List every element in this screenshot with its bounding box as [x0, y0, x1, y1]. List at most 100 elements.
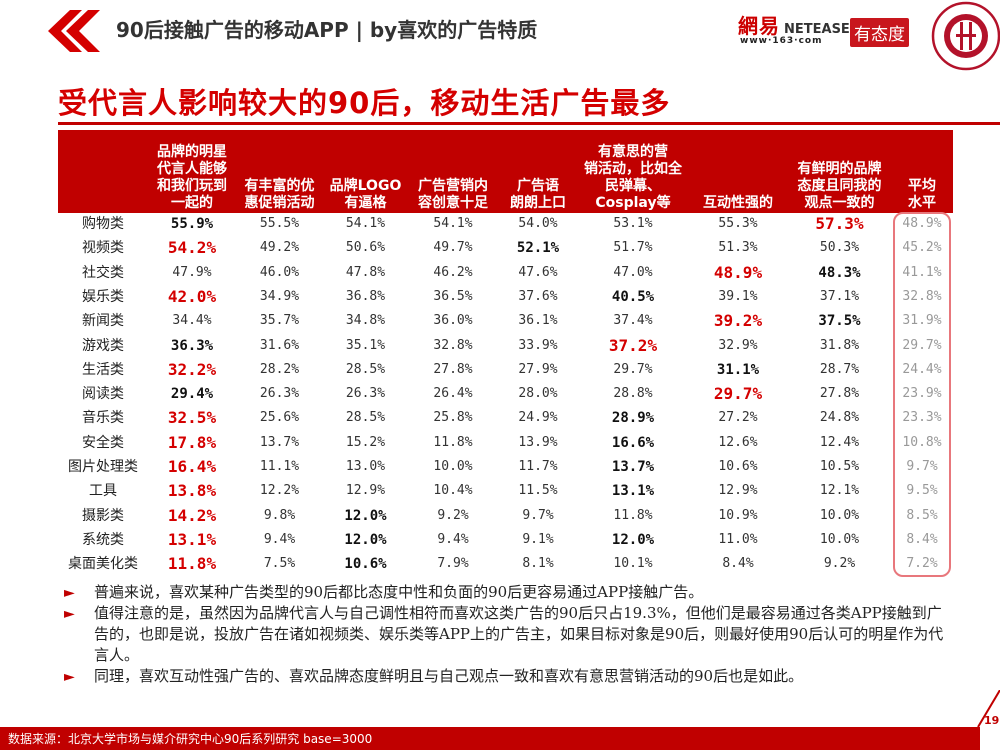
value-cell: 9.8% — [263, 507, 296, 523]
value-cell: 52.1% — [516, 240, 560, 257]
value-cell: 54.0% — [518, 216, 558, 231]
table-row: 音乐类 32.5% 25.6% 28.5% 25.8% 24.9% 28.9% 27.2% 24… — [58, 406, 953, 430]
bullet-arrow-icon: ► — [64, 585, 75, 601]
value-cell: 13.0% — [345, 459, 386, 474]
average-cell: 23.9% — [902, 386, 942, 402]
value-cell: 10.9% — [718, 507, 758, 523]
average-cell: 7.2% — [906, 556, 938, 572]
value-cell: 39.1% — [718, 288, 758, 304]
value-cell: 54.2% — [167, 238, 217, 258]
value-cell: 12.9% — [345, 483, 386, 499]
category-cell: 系统类 — [82, 531, 124, 548]
header-title: 90后接触广告的移动APP | by喜欢的广告特质 — [116, 18, 538, 42]
value-cell: 49.7% — [433, 240, 473, 256]
value-cell: 12.0% — [344, 531, 387, 548]
value-cell: 16.4% — [167, 457, 217, 476]
value-cell: 13.7% — [259, 434, 300, 450]
value-cell: 28.5% — [345, 410, 386, 426]
column-header: 品牌LOGO 有逼格 — [329, 178, 402, 211]
value-cell: 31.1% — [716, 361, 760, 378]
value-cell: 9.7% — [522, 507, 554, 523]
value-cell: 27.8% — [819, 386, 860, 402]
value-cell: 10.0% — [819, 507, 860, 523]
notes-list: ► 普遍来说，喜欢某种广告类型的90后都比态度中性和负面的90后更容易通过APP接… — [64, 582, 954, 687]
note-item: ► 同理，喜欢互动性强广告的、喜欢品牌态度鲜明且与自己观点一致和喜欢有意思营销活动… — [64, 666, 954, 687]
value-cell: 11.8% — [167, 554, 217, 574]
value-cell: 10.1% — [613, 556, 653, 572]
average-cell: 9.5% — [906, 483, 938, 499]
average-cell: 31.9% — [902, 313, 942, 329]
slide-header: 90后接触广告的移动APP | by喜欢的广告特质 網易 NETEASE www·… — [0, 0, 1000, 71]
value-cell: 7.9% — [437, 556, 469, 572]
value-cell: 42.0% — [167, 286, 217, 306]
note-item: ► 普遍来说，喜欢某种广告类型的90后都比态度中性和负面的90后更容易通过APP接… — [64, 582, 954, 603]
value-cell: 36.5% — [433, 288, 473, 304]
average-cell: 8.4% — [906, 531, 938, 547]
table-row: 桌面美化类 11.8% 7.5% 10.6% 7.9% 8.1% 10.1% 8.4% 9.2%… — [58, 552, 953, 576]
value-cell: 37.2% — [608, 335, 658, 355]
value-cell: 50.3% — [819, 240, 860, 256]
average-cell: 23.3% — [902, 410, 942, 426]
value-cell: 32.8% — [433, 337, 473, 353]
column-header — [58, 130, 148, 213]
value-cell: 35.1% — [345, 337, 386, 353]
value-cell: 36.1% — [518, 313, 558, 329]
value-cell: 32.9% — [718, 337, 758, 353]
category-cell: 桌面美化类 — [68, 556, 138, 573]
average-cell: 10.8% — [902, 434, 942, 450]
value-cell: 48.9% — [713, 262, 763, 282]
value-cell: 29.4% — [170, 386, 214, 403]
footer-bar: 数据来源：北京大学市场与媒介研究中心90后系列研究 base=3000 — [0, 727, 980, 750]
table-row: 图片处理类 16.4% 11.1% 13.0% 10.0% 11.7% 13.7% 10.6%… — [58, 455, 953, 479]
table-row: 新闻类 34.4% 35.7% 34.8% 36.0% 36.1% 37.4% 39.2% 37… — [58, 309, 953, 333]
column-header: 有鲜明的品牌 态度且同我的 观点一致的 — [797, 161, 882, 211]
value-cell: 27.2% — [718, 410, 758, 426]
data-source: 数据来源：北京大学市场与媒介研究中心90后系列研究 base=3000 — [8, 732, 373, 746]
peking-university-seal-icon — [931, 1, 1000, 71]
column-header: 广告营销内 容创意十足 — [418, 178, 488, 211]
note-text: 值得注意的是，虽然因为品牌代言人与自己调性相符而喜欢这类广告的90后只占19.3… — [94, 604, 944, 664]
value-cell: 37.6% — [518, 288, 558, 304]
value-cell: 13.9% — [518, 434, 558, 450]
value-cell: 8.4% — [722, 556, 754, 572]
table-row: 系统类 13.1% 9.4% 12.0% 9.4% 9.1% 12.0% 11.0% 10.0%… — [58, 528, 953, 552]
category-cell: 社交类 — [82, 264, 124, 281]
chevron-logo-icon — [48, 10, 100, 52]
slide-headline: 受代言人影响较大的90后，移动生活广告最多 — [58, 86, 671, 120]
value-cell: 10.0% — [819, 531, 860, 547]
category-cell: 新闻类 — [82, 313, 124, 330]
value-cell: 28.9% — [611, 410, 655, 427]
column-header: 品牌的明星 代言人能够 和我们玩到 一起的 — [157, 144, 227, 211]
value-cell: 12.2% — [259, 483, 300, 499]
netease-url: www·163·com — [740, 36, 823, 46]
value-cell: 10.0% — [433, 459, 473, 474]
table-row: 生活类 32.2% 28.2% 28.5% 27.8% 27.9% 29.7% 31.1% 28… — [58, 358, 953, 382]
value-cell: 27.9% — [518, 361, 558, 377]
column-header: 有丰富的优 惠促销活动 — [244, 178, 315, 211]
value-cell: 28.0% — [518, 386, 558, 402]
netease-logo: 網易 NETEASE www·163·com — [738, 10, 850, 46]
value-cell: 15.2% — [345, 434, 386, 450]
value-cell: 28.7% — [819, 361, 860, 377]
value-cell: 9.4% — [437, 531, 469, 547]
average-cell: 29.7% — [902, 337, 942, 353]
bullet-arrow-icon: ► — [64, 669, 75, 685]
value-cell: 24.8% — [819, 410, 860, 426]
value-cell: 12.4% — [819, 434, 860, 450]
value-cell: 26.3% — [259, 386, 300, 402]
youtaidu-logo: 有态度 — [850, 18, 909, 47]
value-cell: 55.9% — [170, 216, 214, 232]
value-cell: 47.9% — [172, 264, 212, 280]
table-row: 社交类 47.9% 46.0% 47.8% 46.2% 47.6% 47.0% 48.9% 48… — [58, 261, 953, 285]
category-cell: 视频类 — [82, 240, 124, 257]
netease-logo-cn: 網易 — [738, 14, 780, 38]
value-cell: 13.1% — [611, 483, 655, 500]
average-cell: 41.1% — [902, 264, 942, 280]
value-cell: 24.9% — [518, 410, 558, 426]
value-cell: 10.4% — [433, 483, 473, 499]
table-header: 品牌的明星 代言人能够 和我们玩到 一起的 有丰富的优 惠促销活动 品牌LOGO 有… — [58, 130, 953, 213]
page-number: 19 — [984, 714, 1000, 727]
value-cell: 28.2% — [259, 361, 300, 377]
value-cell: 35.7% — [259, 313, 300, 329]
value-cell: 13.8% — [167, 481, 217, 501]
